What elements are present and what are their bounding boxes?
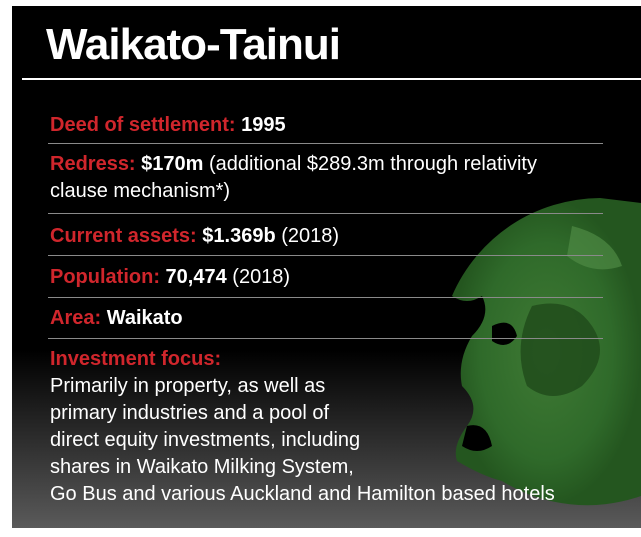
label: Population: [50, 266, 160, 288]
value: $1.369b [202, 225, 276, 247]
separator [48, 255, 603, 256]
row: Population: 70,474 (2018) [50, 264, 550, 291]
focus: Investment focus: Primarily in property,… [50, 346, 641, 508]
note: (2018) [232, 266, 291, 288]
satellite-map [452, 198, 641, 506]
value: 70,474 [165, 266, 227, 288]
label: Redress: [50, 153, 136, 175]
separator [48, 213, 603, 214]
row: Redress: $170m (additional $289.3m throu… [50, 151, 540, 205]
title-rule [22, 78, 641, 80]
card: Waikato-Tainui Deed of settlement: 1995 … [12, 6, 641, 528]
title: Waikato-Tainui [46, 20, 341, 69]
label: Deed of settlement: [50, 114, 236, 136]
separator [48, 338, 603, 339]
focus-line: direct equity investments, including [50, 429, 361, 451]
note: (2018) [281, 225, 340, 247]
row: Current assets: $1.369b (2018) [50, 223, 550, 250]
row: Deed of settlement: 1995 [50, 112, 550, 139]
focus-line: shares in Waikato Milking System, [50, 456, 354, 478]
label: Investment focus: [50, 348, 222, 370]
value: $170m [141, 153, 204, 175]
focus-line: Go Bus and various Auckland and Hamilton… [50, 483, 555, 505]
separator [48, 143, 603, 144]
focus-line: Primarily in property, as well as [50, 375, 326, 397]
note: (additional $289.3m through relativity c… [50, 153, 537, 202]
label: Current assets: [50, 225, 197, 247]
focus-line: primary industries and a pool of [50, 402, 330, 424]
label: Area: [50, 307, 102, 329]
separator [48, 297, 603, 298]
row: Area: Waikato [50, 305, 550, 332]
focus-text: Primarily in property, as well as primary… [50, 373, 641, 508]
value: 1995 [241, 114, 286, 136]
value: Waikato [106, 307, 183, 329]
